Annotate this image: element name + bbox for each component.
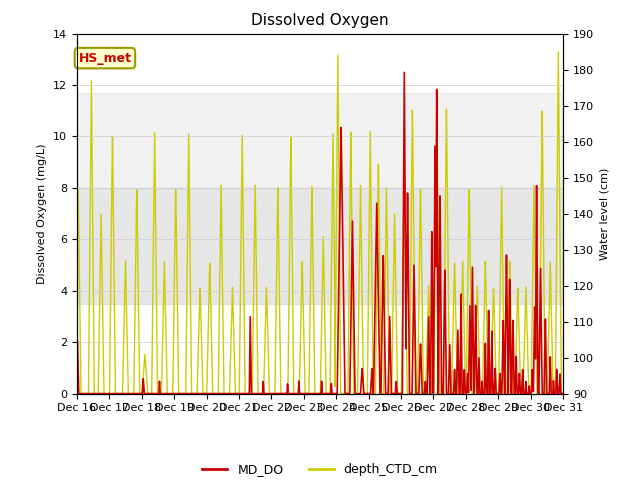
Legend: MD_DO, depth_CTD_cm: MD_DO, depth_CTD_cm bbox=[197, 458, 443, 480]
Title: Dissolved Oxygen: Dissolved Oxygen bbox=[251, 13, 389, 28]
Y-axis label: Water level (cm): Water level (cm) bbox=[600, 168, 610, 260]
Y-axis label: Dissolved Oxygen (mg/L): Dissolved Oxygen (mg/L) bbox=[37, 144, 47, 284]
Text: HS_met: HS_met bbox=[79, 51, 131, 65]
Bar bbox=[77, 188, 563, 304]
Bar bbox=[77, 93, 563, 188]
